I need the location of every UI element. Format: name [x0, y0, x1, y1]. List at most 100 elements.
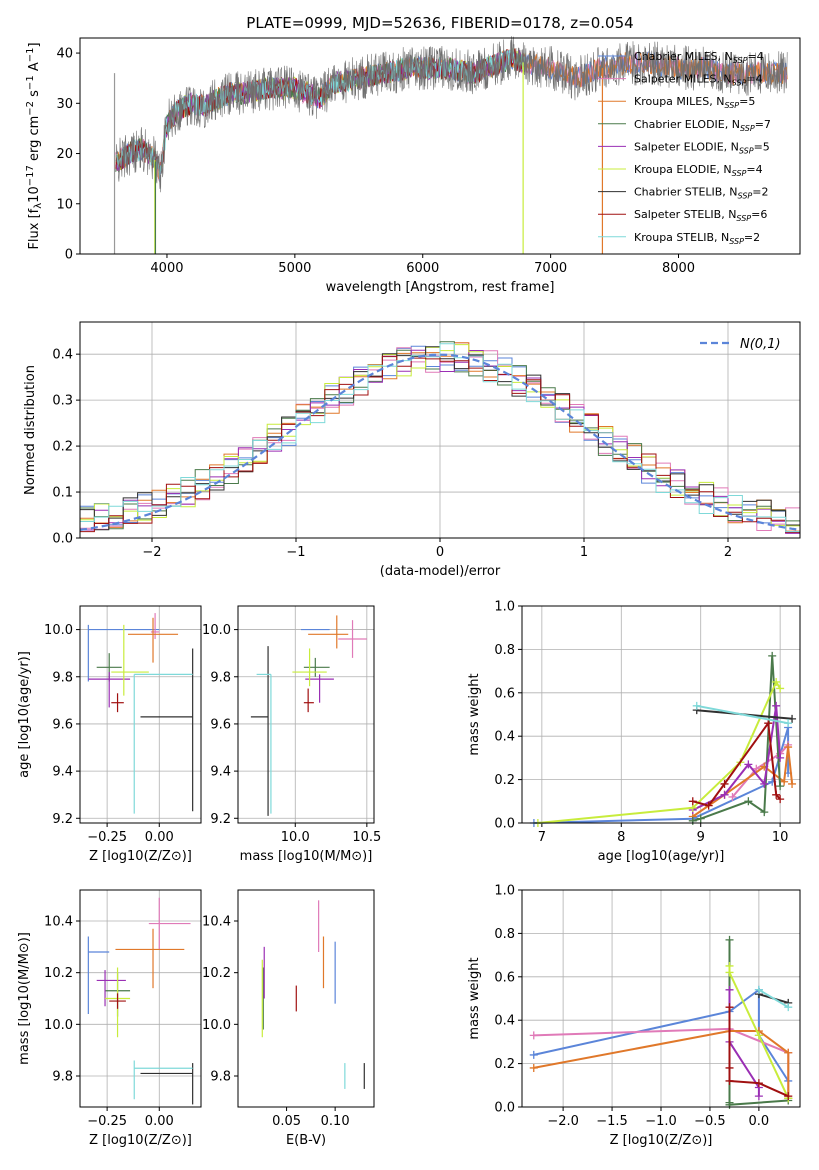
age-vs-mass-xtick-label: 10.0 [281, 830, 310, 845]
weight-vs-Z-marker [754, 985, 763, 994]
residuals-xtick-label: −1 [286, 545, 305, 560]
age-vs-Z-ytick-label: 9.8 [52, 670, 73, 685]
weight-vs-Z-ytick-label: 0.4 [494, 1014, 515, 1029]
spectrum-ylabel: Flux [fλ10−17 erg cm−2 s−1 A−1] [25, 42, 44, 249]
weight-vs-age-marker [696, 814, 705, 823]
residuals-ytick-label: 0.0 [52, 532, 73, 547]
residuals-ytick-label: 0.1 [52, 486, 73, 501]
mass-vs-Z-ytick-label: 10.4 [44, 915, 73, 930]
weight-vs-age-marker [764, 719, 773, 728]
residuals-ytick-label: 0.2 [52, 440, 73, 455]
residuals-axes: −2 −1 0 1 2 0.0 0.1 0.2 0.3 0.4 (data-model)/error… [23, 321, 801, 579]
mass-vs-Z-axes: −0.25 0.00 9.8 10.0 10.2 10.4 Z [log10(Z/Z⊙)] m… [17, 889, 202, 1148]
weight-vs-Z-marker [784, 1003, 793, 1012]
residuals-xtick-label: 2 [724, 545, 732, 560]
weight-vs-Z-xtick-label: −1.5 [596, 1114, 628, 1129]
legend-entry: Kroupa ELODIE, NSSP=4 [634, 163, 763, 178]
weight-vs-age-ytick-label: 0.6 [494, 686, 515, 701]
spectrum-ytick-label: 30 [56, 97, 73, 112]
weight-vs-age-marker [744, 760, 753, 769]
weight-vs-Z-ytick-label: 1.0 [494, 884, 515, 899]
age-vs-Z-ytick-label: 9.2 [52, 812, 73, 827]
spectrum-legend: Chabrier MILES, NSSP=4 Salpeter MILES, NS… [598, 50, 771, 246]
age-vs-Z-xtick-label: −0.25 [87, 830, 127, 845]
age-vs-mass-ytick-label: 9.4 [210, 765, 231, 780]
weight-vs-age-marker [720, 779, 729, 788]
mass-vs-EBV-ytick-label: 10.0 [202, 1018, 231, 1033]
weight-vs-age-marker [720, 790, 729, 799]
mass-vs-Z-xtick-label: 0.00 [145, 1114, 174, 1129]
residuals-ylabel: Normed distribution [23, 365, 38, 495]
spectrum-ytick-label: 40 [56, 47, 73, 62]
legend-entry: Chabrier ELODIE, NSSP=7 [634, 118, 771, 133]
weight-vs-Z-frame [521, 889, 801, 1108]
mass-vs-EBV-ytick-label: 10.4 [202, 915, 231, 930]
age-vs-Z-xlabel: Z [log10(Z/Z⊙)] [89, 849, 192, 864]
age-vs-mass-ytick-label: 10.0 [202, 623, 231, 638]
weight-vs-Z-marker [529, 1050, 538, 1059]
weight-vs-age-marker [760, 808, 769, 817]
legend-entry: Salpeter STELIB, NSSP=6 [634, 208, 767, 223]
age-vs-Z-ytick-label: 10.0 [44, 623, 73, 638]
weight-vs-age-series-line [692, 720, 781, 807]
age-vs-Z-xtick-label: 0.00 [145, 830, 174, 845]
mass-vs-EBV-ytick-label: 9.8 [210, 1070, 231, 1085]
weight-vs-age-axes: 7 8 9 10 0.0 0.2 0.4 0.6 0.8 1.0 age [log10(age/yr… [467, 600, 801, 864]
mass-vs-Z-ylabel: mass [log10(M/M⊙)] [17, 932, 32, 1065]
mass-vs-Z-ytick-label: 10.0 [44, 1018, 73, 1033]
age-vs-mass-ytick-label: 9.8 [210, 670, 231, 685]
spectrum-ytick-label: 20 [56, 147, 73, 162]
age-vs-mass-xtick-label: 10.5 [352, 830, 381, 845]
weight-vs-age-marker [780, 777, 789, 786]
spectrum-xtick-label: 6000 [406, 261, 439, 276]
weight-vs-Z-marker [725, 935, 734, 944]
legend-entry: Salpeter ELODIE, NSSP=5 [634, 140, 770, 155]
mass-vs-EBV-xtick-label: 0.05 [272, 1114, 301, 1129]
weight-vs-age-xtick-label: 7 [538, 830, 546, 845]
weight-vs-age-marker [784, 719, 793, 728]
age-vs-Z-axes: −0.25 0.00 9.2 9.4 9.6 9.8 10.0 Z [log10(Z/Z⊙)]… [17, 605, 202, 864]
spectrum-data-line [115, 36, 788, 193]
weight-vs-age-ytick-label: 1.0 [494, 600, 515, 615]
mass-vs-Z-ytick-label: 10.2 [44, 966, 73, 981]
age-vs-Z-ylabel: age [log10(age/yr)] [17, 651, 32, 778]
mass-vs-EBV-frame [237, 889, 375, 1108]
weight-vs-Z-marker [754, 1092, 763, 1101]
weight-vs-Z-marker [725, 1003, 734, 1012]
spectrum-axes: 4000 5000 6000 7000 8000 0 10 20 30 40 wavelength … [25, 36, 801, 295]
residuals-xtick-label: −2 [142, 545, 161, 560]
mass-vs-EBV-xlabel: E(B-V) [286, 1133, 326, 1148]
mass-vs-Z-ytick-label: 9.8 [52, 1070, 73, 1085]
residual-histogram-step [80, 355, 800, 533]
weight-vs-age-ytick-label: 0.4 [494, 730, 515, 745]
spectrum-xlabel: wavelength [Angstrom, rest frame] [326, 280, 555, 295]
weight-vs-age-ytick-label: 0.0 [494, 817, 515, 832]
age-vs-Z-frame [79, 605, 202, 824]
weight-vs-Z-xlabel: Z [log10(Z/Z⊙)] [610, 1133, 713, 1148]
weight-vs-age-marker [776, 753, 785, 762]
weight-vs-age-marker [744, 797, 753, 806]
weight-vs-age-ytick-label: 0.2 [494, 773, 515, 788]
weight-vs-Z-marker [725, 1076, 734, 1085]
weight-vs-age-marker [772, 790, 781, 799]
weight-vs-Z-marker [784, 1092, 793, 1101]
residuals-frame [79, 321, 801, 539]
mass-vs-Z-frame [79, 889, 202, 1108]
legend-entry: N(0,1) [740, 337, 781, 352]
weight-vs-age-marker [776, 795, 785, 804]
weight-vs-age-marker [704, 801, 713, 810]
weight-vs-age-marker [688, 797, 697, 806]
spectrum-xtick-label: 4000 [150, 261, 183, 276]
figure-title: PLATE=0999, MJD=52636, FIBERID=0178, z=0… [246, 14, 633, 32]
weight-vs-Z-xtick-label: 0.0 [749, 1114, 770, 1129]
weight-vs-Z-ytick-label: 0.6 [494, 970, 515, 985]
weight-vs-age-marker [760, 779, 769, 788]
residuals-xtick-label: 0 [436, 545, 444, 560]
legend-entry: Kroupa MILES, NSSP=5 [634, 95, 755, 110]
age-vs-mass-ytick-label: 9.2 [210, 812, 231, 827]
weight-vs-age-marker [776, 684, 785, 693]
weight-vs-age-marker [788, 779, 797, 788]
mass-vs-Z-xlabel: Z [log10(Z/Z⊙)] [89, 1133, 192, 1148]
weight-vs-age-marker [692, 701, 701, 710]
